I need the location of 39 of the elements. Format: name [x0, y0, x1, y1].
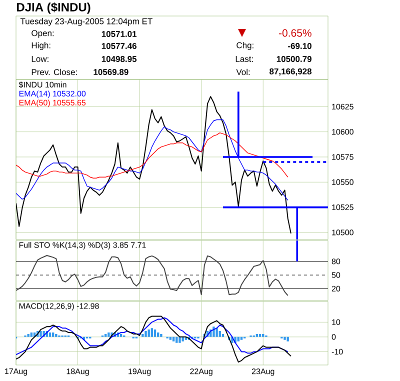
y-tick-label: 10500 — [332, 230, 354, 236]
text: 10571.01 — [102, 31, 137, 38]
text: Last: — [236, 56, 253, 62]
text: 10569.89 — [94, 69, 128, 76]
text: Open: — [32, 30, 54, 38]
x-tick-label: 18Aug — [66, 368, 89, 376]
chart-title: Full STO %K(14,3) %D(3) 3.85 7.71 — [19, 242, 146, 250]
y-tick-label: 10600 — [332, 128, 354, 135]
x-tick-label: 17Aug — [5, 368, 28, 376]
x-tick-label: 19Aug — [128, 368, 151, 376]
text: High: — [32, 42, 50, 50]
y-tick-label: 10550 — [332, 179, 354, 185]
text: -0.65% — [279, 29, 312, 37]
text: Tuesday 23-Aug-2005 12:04pm ET — [20, 18, 152, 26]
y-tick-label: -10 — [332, 348, 343, 355]
text: EMA(50) 10555.65 — [19, 100, 86, 108]
text: 10500.79 — [276, 56, 312, 62]
x-tick-label: 22Aug — [190, 368, 212, 376]
text: EMA(14) 10532.00 — [19, 90, 86, 98]
text: 10498.95 — [102, 56, 137, 62]
chart-title: $INDU 10min — [18, 81, 66, 88]
chart-title: MACD(12,26,9) -12.98 — [19, 303, 99, 310]
y-tick-label: 0 — [332, 334, 336, 340]
y-tick-label: 80 — [332, 258, 340, 264]
text: DJIA ($INDU) — [17, 2, 90, 14]
y-tick-label: 10575 — [332, 154, 354, 160]
y-tick-label: 10 — [332, 319, 340, 325]
text: 10577.46 — [102, 43, 136, 50]
text: Chg: — [236, 42, 254, 50]
text: Vol: — [236, 68, 250, 76]
y-tick-label: 50 — [332, 272, 340, 278]
y-tick-label: 10525 — [332, 204, 354, 210]
x-tick-label: 23Aug — [252, 368, 274, 376]
y-tick-label: 20 — [332, 286, 340, 292]
text: 87,166,928 — [270, 68, 312, 76]
text: Prev. Close: — [32, 68, 77, 76]
y-tick-label: 10625 — [332, 104, 354, 110]
text: Low: — [32, 56, 48, 62]
text: -69.10 — [288, 43, 312, 50]
